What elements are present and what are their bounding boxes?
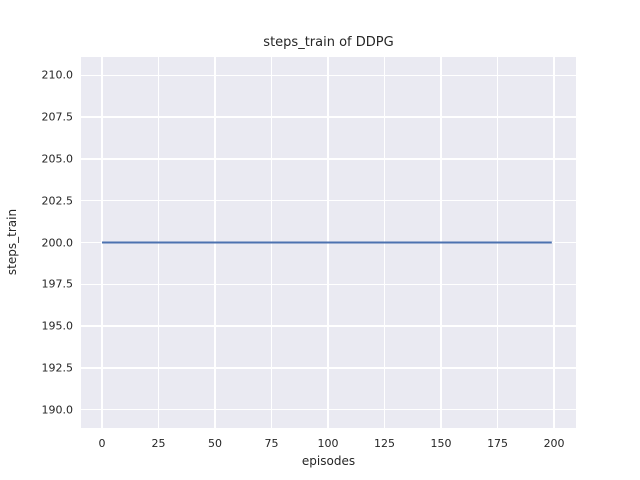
x-tick-label: 0 <box>98 437 106 450</box>
x-tick-label: 75 <box>264 437 279 450</box>
x-tick-label: 50 <box>208 437 223 450</box>
y-tick-label: 200.0 <box>41 236 74 249</box>
x-tick-label: 150 <box>430 437 452 450</box>
gridline-horizontal <box>81 199 576 202</box>
y-tick-label: 207.5 <box>41 110 74 124</box>
x-tick-label: 175 <box>487 437 509 450</box>
y-tick-label: 202.5 <box>41 194 74 208</box>
x-tick-label: 25 <box>151 437 166 450</box>
plot-area <box>81 57 576 428</box>
gridline-horizontal <box>81 408 576 411</box>
gridline-horizontal <box>81 283 576 286</box>
y-axis-label: steps_train <box>5 208 19 276</box>
gridline-horizontal <box>81 74 576 77</box>
gridline-horizontal <box>81 116 576 118</box>
gridline-horizontal <box>81 158 576 160</box>
x-tick-label: 100 <box>317 437 339 450</box>
y-tick-label: 192.5 <box>41 361 74 375</box>
chart-title: steps_train of DDPG <box>263 35 394 50</box>
y-tick-label: 197.5 <box>41 277 74 291</box>
x-axis-label: episodes <box>301 454 356 468</box>
gridline-horizontal <box>81 325 576 327</box>
y-tick-label: 195.0 <box>41 319 74 333</box>
y-tick-label: 210.0 <box>41 68 74 82</box>
x-tick-label: 125 <box>374 437 396 450</box>
series-layer <box>102 241 552 244</box>
y-tick-label: 190.0 <box>41 403 74 417</box>
y-tick-label: 205.0 <box>41 152 74 166</box>
gridline-horizontal <box>81 367 576 369</box>
x-tick-label: 200 <box>543 437 565 450</box>
